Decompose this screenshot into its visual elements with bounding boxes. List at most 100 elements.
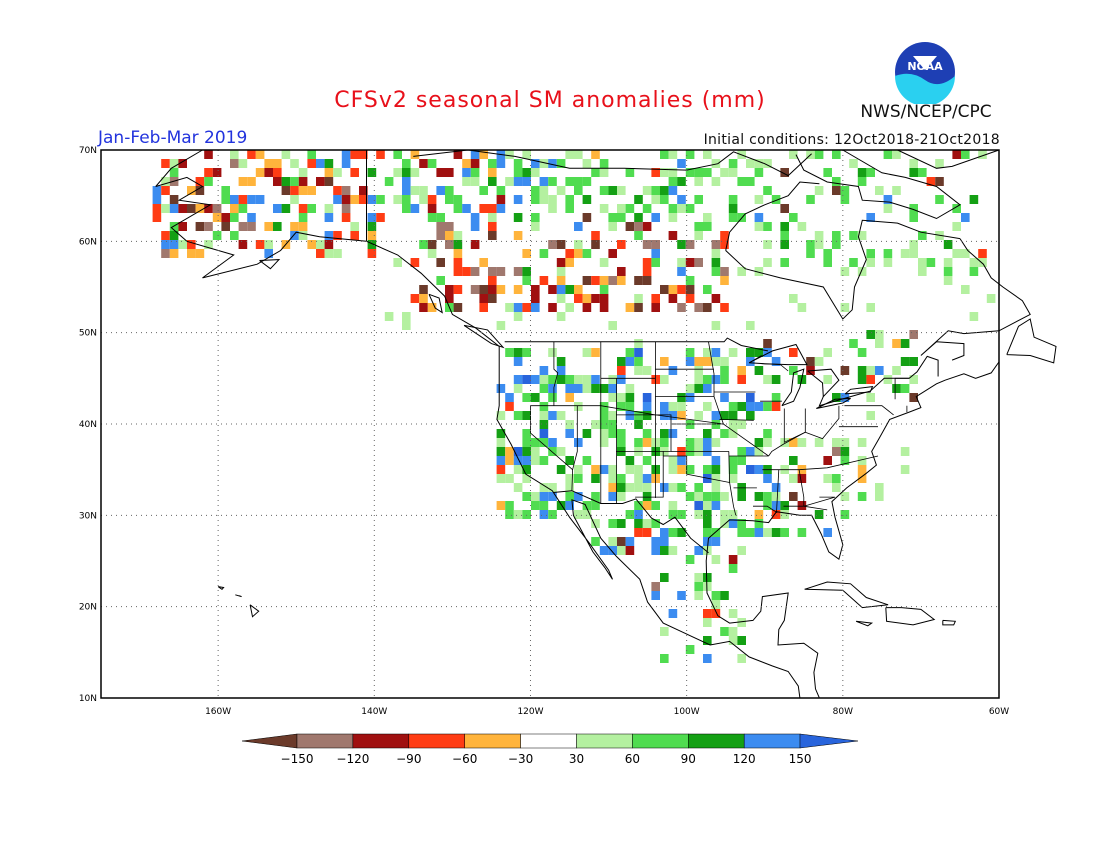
- lat-label: 10N: [79, 694, 97, 704]
- jamaica-coastline: [855, 620, 874, 627]
- anomaly-cell: [634, 420, 643, 429]
- state-boundary: [805, 405, 840, 440]
- lat-label: 50N: [79, 329, 97, 339]
- labrador-coastline: [920, 238, 1031, 361]
- anomaly-cell: [574, 384, 583, 393]
- anomaly-cell: [617, 483, 626, 492]
- anomaly-cell: [195, 222, 205, 231]
- anomaly-cell: [367, 240, 377, 249]
- anomaly-cell: [694, 492, 703, 501]
- anomaly-cell: [582, 501, 592, 510]
- anomaly-cell: [402, 168, 411, 177]
- anomaly-cell: [668, 285, 678, 294]
- anomaly-cell: [565, 456, 574, 465]
- anomaly-cell: [453, 240, 463, 249]
- anomaly-cell: [565, 375, 574, 384]
- anomaly-cell: [307, 150, 316, 159]
- anomaly-cell: [522, 303, 531, 312]
- anomaly-cell: [531, 438, 540, 447]
- anomaly-cell: [703, 654, 712, 663]
- anomaly-cell: [754, 168, 764, 177]
- anomaly-cell: [531, 213, 540, 222]
- anomaly-cell: [832, 177, 841, 186]
- lon-label: 140W: [361, 707, 387, 717]
- anomaly-cell: [797, 438, 807, 447]
- anomaly-cell: [728, 510, 738, 519]
- anomaly-cell: [617, 492, 626, 501]
- anomaly-cell: [642, 528, 652, 537]
- anomaly-cell: [668, 429, 678, 438]
- anomaly-cell: [531, 393, 540, 402]
- anomaly-cell: [900, 447, 910, 456]
- anomaly-cell: [668, 546, 678, 555]
- anomaly-cell: [978, 150, 987, 159]
- anomaly-cell: [539, 195, 549, 204]
- anomaly-cell: [513, 267, 523, 276]
- anomaly-cell: [565, 483, 574, 492]
- anomaly-cell: [238, 159, 248, 168]
- anomaly-cell: [720, 429, 729, 438]
- anomaly-cell: [617, 546, 626, 555]
- anomaly-cell: [728, 456, 738, 465]
- anomaly-cell: [470, 213, 480, 222]
- anomaly-cell: [522, 348, 531, 357]
- anomaly-cell: [290, 159, 299, 168]
- anomaly-cell: [711, 258, 721, 267]
- anomaly-cell: [703, 285, 712, 294]
- anomaly-cell: [608, 186, 617, 195]
- anomaly-cell: [204, 222, 213, 231]
- anomaly-cell: [324, 213, 334, 222]
- anomaly-cell: [832, 447, 841, 456]
- anomaly-cell: [685, 168, 695, 177]
- anomaly-cell: [685, 420, 695, 429]
- anomaly-cell: [599, 258, 609, 267]
- anomaly-cell: [668, 294, 678, 303]
- anomaly-cell: [634, 483, 643, 492]
- anomaly-cell: [814, 186, 824, 195]
- anomaly-cell: [341, 195, 351, 204]
- anomaly-cell: [178, 240, 187, 249]
- anomaly-cell: [488, 294, 497, 303]
- anomaly-cell: [161, 186, 170, 195]
- anomaly-cell: [608, 537, 617, 546]
- anomaly-cell: [556, 240, 566, 249]
- anomaly-cell: [660, 357, 669, 366]
- anomaly-cell: [703, 528, 712, 537]
- anomaly-cell: [599, 411, 609, 420]
- anomaly-cell: [582, 348, 592, 357]
- anomaly-cell: [565, 492, 574, 501]
- anomaly-cell: [195, 249, 205, 258]
- anomaly-cell: [531, 375, 540, 384]
- anomaly-cell: [780, 510, 789, 519]
- anomaly-cell: [952, 150, 961, 159]
- hispaniola-coastline: [885, 607, 936, 626]
- anomaly-cell: [539, 186, 549, 195]
- anomaly-cell: [453, 231, 463, 240]
- north-america-coastline: [155, 150, 1000, 699]
- anomaly-cell: [436, 213, 445, 222]
- anomaly-cell: [625, 384, 635, 393]
- legend-tick-label: −90: [396, 752, 421, 766]
- anomaly-cell: [677, 258, 686, 267]
- anomaly-cell: [393, 258, 402, 267]
- anomaly-cell: [763, 375, 772, 384]
- anomaly-cell: [875, 492, 884, 501]
- anomaly-cell: [703, 213, 712, 222]
- state-boundary: [553, 341, 559, 406]
- anomaly-cell: [892, 384, 901, 393]
- anomaly-cell: [247, 195, 256, 204]
- anomaly-cell: [221, 213, 230, 222]
- anomaly-cell: [341, 213, 351, 222]
- anomaly-cell: [402, 195, 411, 204]
- anomaly-cell: [221, 186, 230, 195]
- anomaly-cell: [178, 159, 187, 168]
- lake-erie: [816, 397, 851, 409]
- anomaly-cell: [771, 528, 781, 537]
- anomaly-cell: [797, 222, 807, 231]
- anomaly-cell: [212, 204, 222, 213]
- anomaly-cell: [178, 222, 187, 231]
- anomaly-cell: [969, 267, 979, 276]
- legend-tick-label: 60: [625, 752, 640, 766]
- state-boundary: [719, 419, 754, 421]
- anomaly-cell: [513, 195, 523, 204]
